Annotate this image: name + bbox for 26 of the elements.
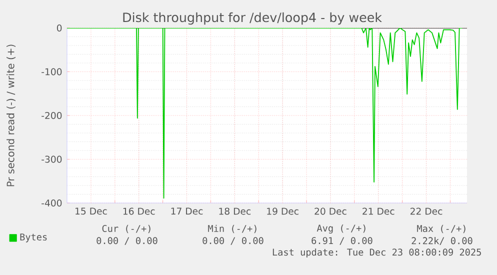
text: Max (-/+) xyxy=(417,224,466,234)
y-tick-label: -200 xyxy=(42,112,62,120)
text: 2.22k/ 0.00 xyxy=(412,237,472,245)
text: Avg (-/+) xyxy=(316,224,366,234)
text: 6.91 / 0.00 xyxy=(312,237,372,245)
line-series xyxy=(67,28,463,199)
text: Min (-/+) xyxy=(208,224,256,234)
x-tick-label: 16 Dec xyxy=(123,208,155,215)
x-tick-label: 18 Dec xyxy=(219,208,251,215)
x-tick-label: 17 Dec xyxy=(171,208,203,215)
y-tick-label: -300 xyxy=(42,156,62,163)
y-tick-label: -400 xyxy=(42,199,62,207)
text: 0.00 / 0.00 xyxy=(96,237,158,245)
x-tick-label: 20 Dec xyxy=(314,208,346,215)
x-tick-label: 22 Dec xyxy=(410,208,442,215)
chart-title: Disk throughput for /dev/loop4 - by week xyxy=(123,12,382,25)
x-tick-label: 19 Dec xyxy=(267,208,298,215)
y-tick-label: 0 xyxy=(56,24,62,32)
text: Last update: Tue Dec 23 08:00:09 2025 xyxy=(272,248,481,258)
text: Cur (-/+) xyxy=(102,224,150,234)
y-axis-title: Pr second read (-) / write (+) xyxy=(6,44,16,186)
y-tick-label: -100 xyxy=(42,68,62,76)
x-tick-label: 21 Dec xyxy=(362,208,394,215)
x-tick-label: 15 Dec xyxy=(76,208,107,215)
legend-label: Bytes xyxy=(20,234,47,242)
text: 0.00 / 0.00 xyxy=(202,237,264,245)
